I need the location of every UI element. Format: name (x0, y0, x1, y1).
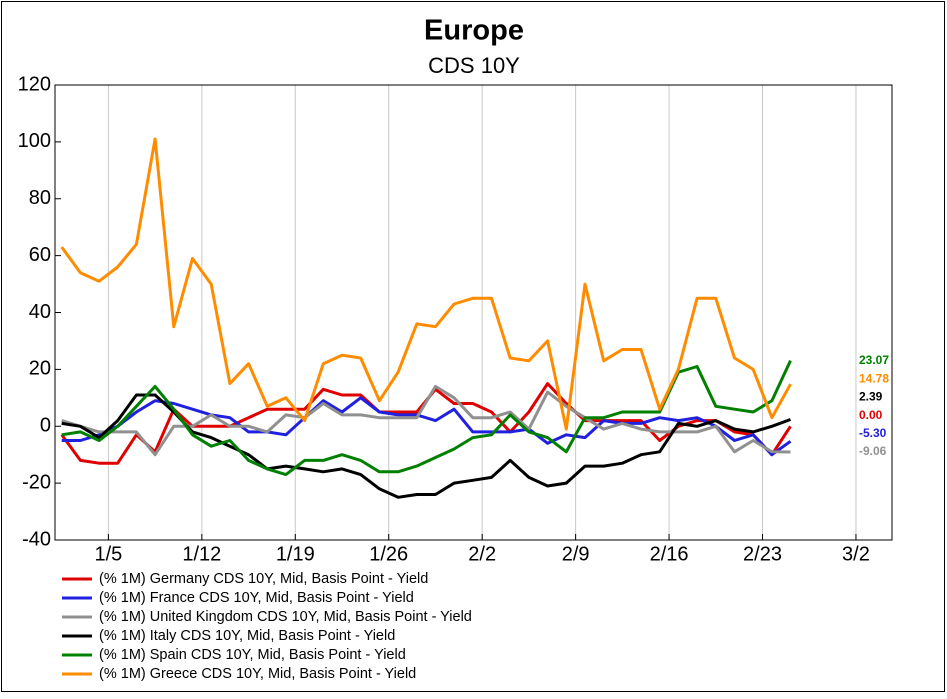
x-tick-label: 1/12 (182, 543, 221, 565)
end-label: 14.78 (859, 371, 889, 385)
end-label: -9.06 (859, 444, 887, 458)
y-tick-label: 120 (18, 73, 51, 95)
y-tick-label: 40 (29, 301, 51, 323)
legend-label: (% 1M) Italy CDS 10Y, Mid, Basis Point -… (99, 628, 395, 644)
x-tick-label: 2/2 (468, 543, 496, 565)
end-label: 0.00 (859, 408, 883, 422)
end-label: 23.07 (859, 353, 889, 367)
x-tick-label: 1/5 (94, 543, 122, 565)
x-tick-label: 2/16 (650, 543, 689, 565)
legend-label: (% 1M) Spain CDS 10Y, Mid, Basis Point -… (99, 647, 406, 663)
x-tick-label: 3/2 (842, 543, 870, 565)
x-tick-label: 1/19 (276, 543, 315, 565)
series-line (61, 396, 792, 457)
end-label: 2.39 (859, 390, 883, 404)
legend-label: (% 1M) France CDS 10Y, Mid, Basis Point … (99, 590, 414, 606)
y-tick-label: -40 (22, 528, 51, 550)
y-tick-label: 100 (18, 130, 51, 152)
x-tick-label: 1/26 (369, 543, 408, 565)
y-tick-label: 80 (29, 187, 51, 209)
chart-subtitle: CDS 10Y (428, 53, 520, 78)
chart-title: Europe (424, 15, 524, 47)
series-line (60, 137, 792, 431)
legend-label: (% 1M) Germany CDS 10Y, Mid, Basis Point… (99, 571, 428, 587)
series-line (61, 384, 791, 457)
y-tick-label: -20 (22, 471, 51, 493)
plot-area (54, 84, 893, 541)
legend-label: (% 1M) Greece CDS 10Y, Mid, Basis Point … (99, 666, 416, 682)
end-label: -5.30 (859, 426, 887, 440)
x-tick-label: 2/23 (743, 543, 782, 565)
x-tick-label: 2/9 (562, 543, 590, 565)
y-tick-label: 60 (29, 244, 51, 266)
y-tick-label: 20 (29, 358, 51, 380)
legend-label: (% 1M) United Kingdom CDS 10Y, Mid, Basi… (99, 609, 472, 625)
y-tick-label: 0 (40, 415, 51, 437)
